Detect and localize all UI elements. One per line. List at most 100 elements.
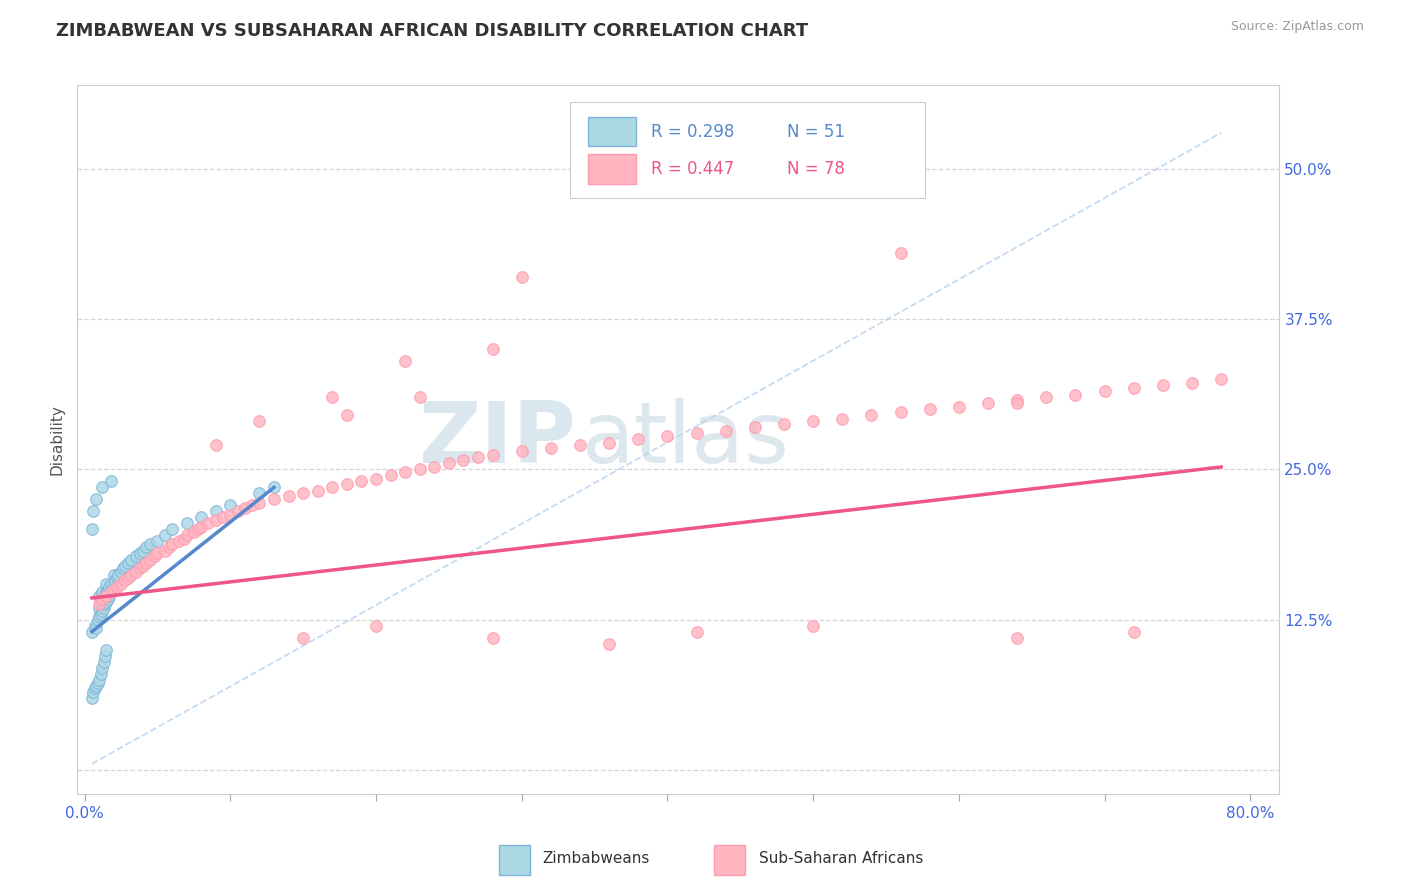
Point	[364, 618, 387, 632]
Point	[292, 486, 315, 500]
Point	[100, 585, 122, 599]
Point	[321, 390, 343, 404]
Point	[212, 510, 235, 524]
Point	[132, 544, 155, 558]
Point	[1005, 631, 1028, 645]
Point	[135, 556, 157, 570]
Point	[80, 690, 103, 705]
Point	[91, 585, 114, 599]
Point	[801, 618, 824, 632]
Point	[1005, 392, 1028, 407]
Point	[135, 541, 157, 555]
Point	[249, 486, 271, 500]
Point	[685, 624, 707, 639]
Point	[96, 585, 118, 599]
Point	[277, 489, 299, 503]
Point	[350, 475, 373, 489]
Point	[110, 565, 132, 579]
Point	[685, 426, 707, 441]
Point	[94, 589, 117, 603]
Point	[176, 528, 198, 542]
Point	[1122, 381, 1144, 395]
Point	[1064, 388, 1087, 402]
Point	[93, 600, 115, 615]
Bar	[588, 154, 637, 184]
Text: Source: ZipAtlas.com: Source: ZipAtlas.com	[1230, 20, 1364, 33]
Point	[129, 561, 152, 575]
Text: Zimbabweans: Zimbabweans	[543, 851, 650, 866]
Point	[948, 400, 970, 414]
Point	[481, 342, 503, 356]
Point	[100, 475, 122, 489]
Text: ZIP: ZIP	[419, 398, 576, 481]
Point	[105, 570, 128, 584]
Point	[423, 459, 446, 474]
Point	[187, 523, 209, 537]
Point	[89, 609, 111, 624]
Point	[84, 492, 107, 507]
Point	[96, 642, 118, 657]
Point	[91, 661, 114, 675]
Point	[153, 544, 176, 558]
Point	[860, 409, 883, 423]
Point	[94, 597, 117, 611]
Point	[183, 524, 205, 539]
Point	[292, 631, 315, 645]
Point	[657, 428, 679, 442]
Text: ZIMBABWEAN VS SUBSAHARAN AFRICAN DISABILITY CORRELATION CHART: ZIMBABWEAN VS SUBSAHARAN AFRICAN DISABIL…	[56, 22, 808, 40]
Text: R = 0.298: R = 0.298	[651, 122, 734, 141]
Point	[120, 568, 142, 582]
Point	[598, 436, 620, 450]
Bar	[499, 845, 530, 875]
Point	[219, 508, 242, 522]
Point	[481, 448, 503, 462]
Point	[114, 573, 136, 587]
Point	[96, 589, 118, 603]
Point	[111, 561, 134, 575]
Point	[146, 547, 169, 561]
Point	[510, 270, 533, 285]
Point	[84, 621, 107, 635]
Point	[80, 624, 103, 639]
Point	[104, 573, 127, 587]
Point	[714, 424, 737, 438]
Point	[139, 537, 162, 551]
Point	[83, 618, 105, 632]
Point	[204, 513, 226, 527]
Point	[197, 516, 219, 531]
Point	[249, 496, 271, 510]
Point	[173, 532, 195, 546]
Point	[97, 582, 120, 597]
Text: Sub-Saharan Africans: Sub-Saharan Africans	[759, 851, 924, 866]
Point	[98, 580, 121, 594]
Point	[169, 534, 191, 549]
Point	[918, 402, 941, 417]
Text: atlas: atlas	[582, 398, 790, 481]
Point	[219, 499, 242, 513]
Point	[91, 480, 114, 494]
Point	[103, 582, 125, 597]
Point	[1122, 624, 1144, 639]
Point	[394, 465, 416, 479]
Point	[91, 594, 114, 608]
Point	[83, 681, 105, 695]
Point	[100, 585, 122, 599]
FancyBboxPatch shape	[571, 103, 925, 198]
Point	[204, 504, 226, 518]
Point	[307, 483, 329, 498]
Point	[190, 520, 212, 534]
Point	[120, 552, 142, 566]
Point	[91, 592, 114, 607]
Point	[233, 500, 256, 515]
Point	[1094, 384, 1116, 399]
Point	[96, 594, 118, 608]
Point	[627, 433, 650, 447]
Text: N = 78: N = 78	[786, 161, 845, 178]
Point	[321, 480, 343, 494]
Point	[146, 534, 169, 549]
Point	[90, 592, 112, 607]
Point	[114, 558, 136, 573]
Point	[1152, 378, 1174, 392]
Point	[176, 516, 198, 531]
Text: R = 0.447: R = 0.447	[651, 161, 734, 178]
